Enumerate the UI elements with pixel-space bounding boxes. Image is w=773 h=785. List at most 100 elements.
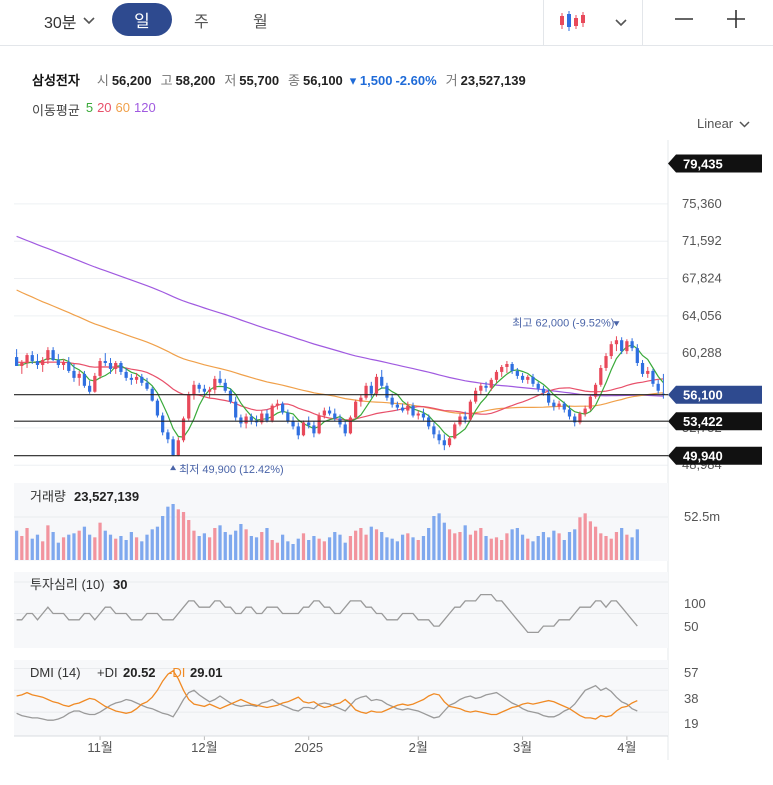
volume-bar	[286, 541, 290, 560]
volume-bar	[343, 542, 347, 560]
candle-body	[270, 405, 274, 421]
candle	[505, 361, 509, 373]
candle	[348, 415, 353, 435]
zoom-out-button[interactable]	[669, 6, 699, 36]
candle-body	[301, 422, 306, 436]
volume-bar	[140, 541, 144, 560]
candle	[567, 405, 572, 420]
candle-body	[286, 412, 290, 422]
plus-di-label: +DI	[97, 665, 118, 680]
volume-bar	[458, 532, 462, 560]
candle-body	[239, 417, 243, 424]
candle-body	[98, 361, 102, 376]
candle	[275, 399, 280, 410]
sentiment-pane-label: 투자심리 (10)	[30, 577, 105, 592]
x-axis-label: 11월	[87, 740, 112, 755]
volume-bar	[244, 529, 248, 560]
candle-body	[620, 340, 624, 352]
candle	[536, 381, 540, 392]
candle-body	[505, 363, 509, 367]
candle-body	[275, 403, 280, 406]
volume-bar	[218, 525, 222, 560]
volume-bar	[354, 530, 358, 560]
volume-bar	[145, 534, 149, 560]
candle	[354, 399, 358, 419]
candle-body	[213, 378, 217, 390]
candle-body	[129, 377, 133, 380]
candle	[494, 369, 499, 383]
candle-body	[515, 370, 519, 376]
volume-bar	[317, 538, 321, 560]
volume-bar	[223, 532, 227, 560]
tab-week-label: 주	[194, 14, 209, 31]
volume-bar	[593, 526, 598, 560]
volume-bar	[562, 540, 566, 560]
candle	[192, 380, 196, 400]
chevron-down-icon	[82, 12, 95, 30]
volume-bar	[432, 516, 436, 560]
tab-month[interactable]: 월	[253, 8, 268, 32]
volume-bar	[254, 537, 259, 560]
ma-5-label: 5	[85, 100, 94, 115]
candle-body	[333, 413, 337, 419]
ma-60-label: 60	[115, 100, 131, 115]
candle-body	[458, 416, 462, 425]
zoom-in-button[interactable]	[721, 6, 751, 36]
candle	[234, 396, 238, 421]
candle	[171, 436, 175, 457]
price-summary: 삼성전자 시 56,200 고 58,200 저 55,700 종 56,100…	[32, 70, 526, 89]
candle-body	[296, 426, 300, 436]
candle-body	[531, 376, 535, 384]
candle	[593, 382, 598, 399]
candle	[51, 347, 55, 362]
candle	[14, 349, 19, 366]
candle	[468, 399, 473, 421]
volume-axis-tick: 52.5m	[684, 509, 720, 524]
tab-week[interactable]: 주	[194, 8, 209, 32]
chart-type-selector[interactable]	[543, 0, 643, 46]
ma-120-label: 120	[134, 100, 156, 115]
candle-body	[484, 385, 488, 388]
candle	[317, 412, 321, 435]
candle-body	[380, 376, 384, 386]
candle	[599, 364, 603, 387]
volume-bar	[484, 536, 488, 560]
candle-body	[14, 357, 19, 366]
open-label: 시	[96, 73, 109, 88]
candle-body	[536, 383, 540, 389]
candle-body	[411, 405, 415, 416]
candle	[458, 413, 462, 427]
candle-body	[218, 378, 222, 383]
candlestick-icon	[559, 9, 587, 38]
volume-bar	[312, 536, 316, 560]
candle-body	[307, 422, 311, 426]
candle	[531, 373, 535, 387]
candle-body	[447, 438, 452, 446]
volume-bar	[30, 538, 34, 560]
candle-body	[46, 350, 50, 361]
candle-body	[207, 389, 212, 392]
candle-body	[61, 362, 66, 365]
candle-body	[609, 344, 613, 357]
price-chart[interactable]: 75,36071,59267,82464,05660,28852,75248,9…	[0, 140, 773, 785]
x-axis: 11월 12월 2025 2월 3월 4월	[14, 735, 668, 755]
tab-day[interactable]: 일	[112, 3, 172, 36]
timeframe-dropdown[interactable]: 30분	[44, 8, 95, 34]
candle-body	[406, 405, 410, 411]
volume-bar	[536, 536, 540, 560]
candle	[30, 351, 34, 364]
scale-toggle[interactable]: Linear	[697, 116, 750, 131]
candle-body	[494, 371, 499, 380]
candle-body	[88, 385, 92, 392]
candle	[20, 360, 24, 374]
volume-bar	[88, 534, 92, 560]
candle	[432, 422, 436, 439]
candle-body	[646, 370, 650, 374]
candle	[301, 420, 306, 437]
volume-bar	[614, 532, 619, 560]
sentiment-line	[16, 593, 638, 634]
candle-body	[374, 376, 379, 394]
candle	[552, 399, 556, 411]
candle-body	[562, 403, 566, 410]
volume-bar	[207, 537, 212, 560]
